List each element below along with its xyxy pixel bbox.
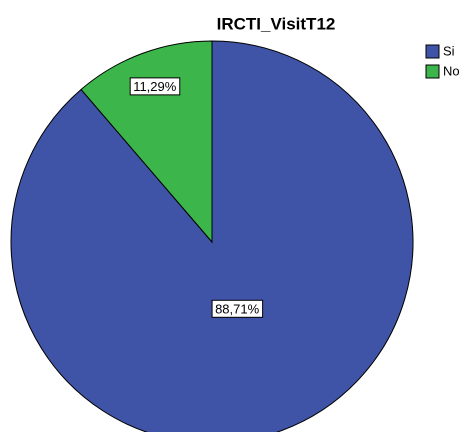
- legend-swatch: [425, 44, 440, 59]
- legend-label: No: [443, 63, 460, 78]
- data-label-box: [211, 299, 264, 318]
- data-label: 88,71%: [215, 301, 260, 316]
- data-label: 11,29%: [133, 79, 177, 94]
- data-label-box: [129, 77, 181, 96]
- legend-label: Si: [443, 43, 455, 58]
- legend-swatch: [425, 64, 440, 79]
- chart-title: IRCTI_VisitT12: [217, 14, 336, 33]
